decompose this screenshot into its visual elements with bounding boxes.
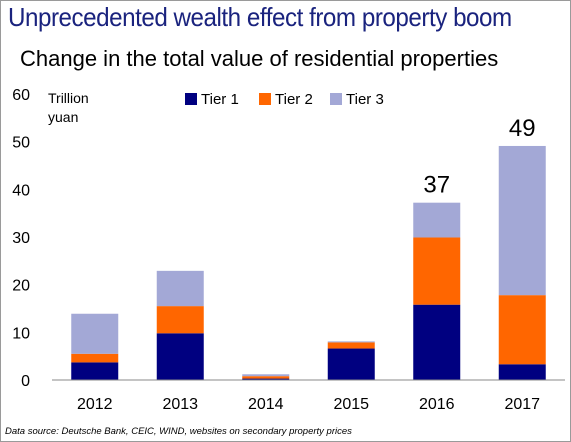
y-tick-label: 10 (12, 325, 30, 342)
y-tick-label: 20 (12, 278, 30, 295)
bar-total-annotation: 49 (509, 115, 536, 142)
bar-segment (498, 145, 546, 296)
x-tick-label: 2014 (248, 396, 284, 413)
x-tick-label: 2012 (77, 396, 113, 413)
y-tick-label: 30 (12, 230, 30, 247)
x-tick-label: 2017 (504, 396, 540, 413)
legend: Tier 1 Tier 2 Tier 3 (185, 91, 384, 108)
bars (71, 145, 546, 380)
bar-segment (71, 313, 119, 354)
bar-total-annotation: 37 (423, 172, 450, 199)
x-tick-label: 2015 (333, 396, 369, 413)
legend-label: Tier 3 (346, 91, 384, 108)
x-tick-label: 2013 (162, 396, 198, 413)
x-axis-ticks: 2012 2013 2014 2015 2016 2017 (77, 396, 540, 413)
bar-segment (498, 295, 546, 365)
y-axis-label: Trillion yuan (48, 90, 89, 125)
y-axis-label-line: Trillion (48, 90, 89, 106)
bar-segment (327, 342, 375, 349)
y-tick-label: 50 (12, 135, 30, 152)
bar-segment (327, 348, 375, 380)
legend-swatch (330, 93, 342, 105)
chart-title: Change in the total value of residential… (20, 46, 499, 71)
legend-label: Tier 2 (275, 91, 313, 108)
bar-segment (71, 362, 119, 380)
bar-segment (413, 304, 461, 380)
legend-swatch (259, 93, 271, 105)
headline: Unprecedented wealth effect from propert… (8, 2, 512, 32)
y-tick-label: 40 (12, 182, 30, 199)
bar-segment (242, 376, 290, 379)
bar-segment (327, 341, 375, 343)
source-note: Data source: Deutsche Bank, CEIC, WIND, … (5, 426, 352, 437)
bar-segment (413, 202, 461, 238)
y-axis-label-line: yuan (48, 109, 78, 125)
bar-segment (71, 353, 119, 363)
bar-segment (242, 378, 290, 380)
bar-segment (156, 270, 204, 307)
legend-swatch (185, 93, 197, 105)
bar-segment (413, 237, 461, 305)
y-axis-ticks: 0 10 20 30 40 50 60 (12, 87, 30, 390)
annotations: 37 49 (423, 115, 535, 199)
legend-label: Tier 1 (201, 91, 239, 108)
bar-segment (156, 306, 204, 334)
y-tick-label: 60 (12, 87, 30, 104)
bar-segment (156, 333, 204, 380)
bar-segment (242, 374, 290, 377)
bar-segment (498, 364, 546, 380)
x-tick-label: 2016 (419, 396, 455, 413)
y-tick-label: 0 (21, 373, 30, 390)
